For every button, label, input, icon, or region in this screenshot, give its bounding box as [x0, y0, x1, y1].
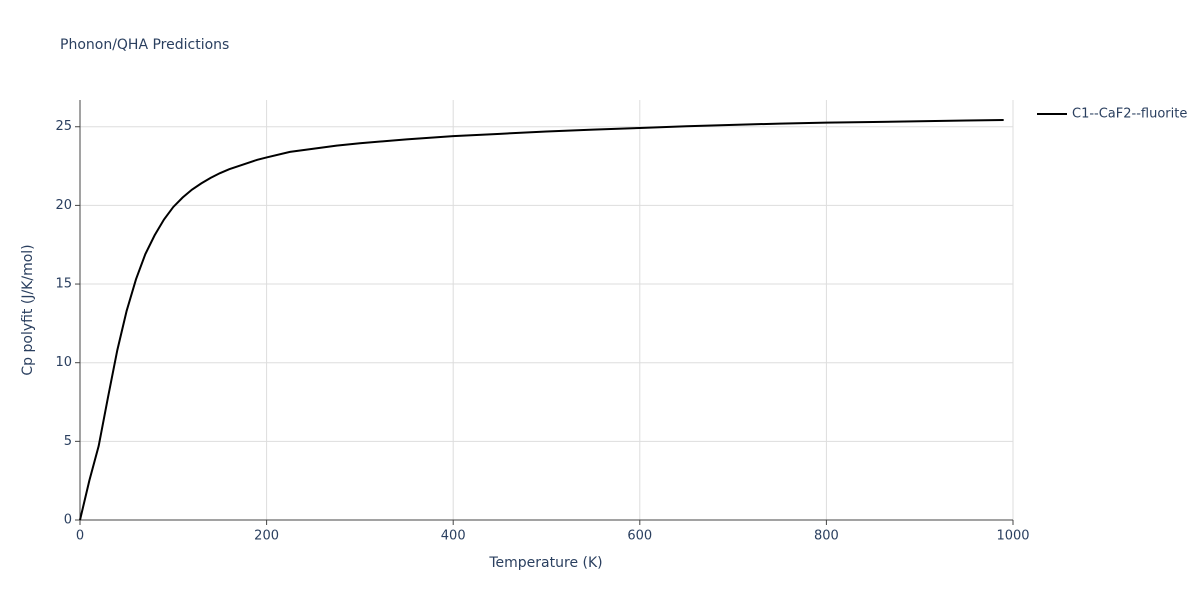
x-tick-label: 0	[76, 529, 84, 544]
legend-label: C1--CaF2--fluorite	[1072, 107, 1187, 122]
y-tick-label: 5	[64, 434, 72, 449]
y-tick-label: 20	[55, 198, 72, 213]
y-tick-label: 0	[64, 513, 72, 528]
y-tick-label: 15	[55, 277, 72, 292]
data-line	[79, 118, 1004, 521]
x-tick-label: 400	[441, 529, 466, 544]
x-tick-label: 200	[254, 529, 279, 544]
x-tick-label: 600	[627, 529, 652, 544]
x-tick-label: 800	[814, 529, 839, 544]
x-axis-title: Temperature (K)	[488, 555, 602, 571]
y-tick-label: 25	[55, 119, 72, 134]
y-tick-label: 10	[55, 355, 72, 370]
chart-title: Phonon/QHA Predictions	[60, 37, 229, 53]
x-tick-label: 1000	[996, 529, 1029, 544]
y-axis-title: Cp polyfit (J/K/mol)	[20, 244, 36, 375]
